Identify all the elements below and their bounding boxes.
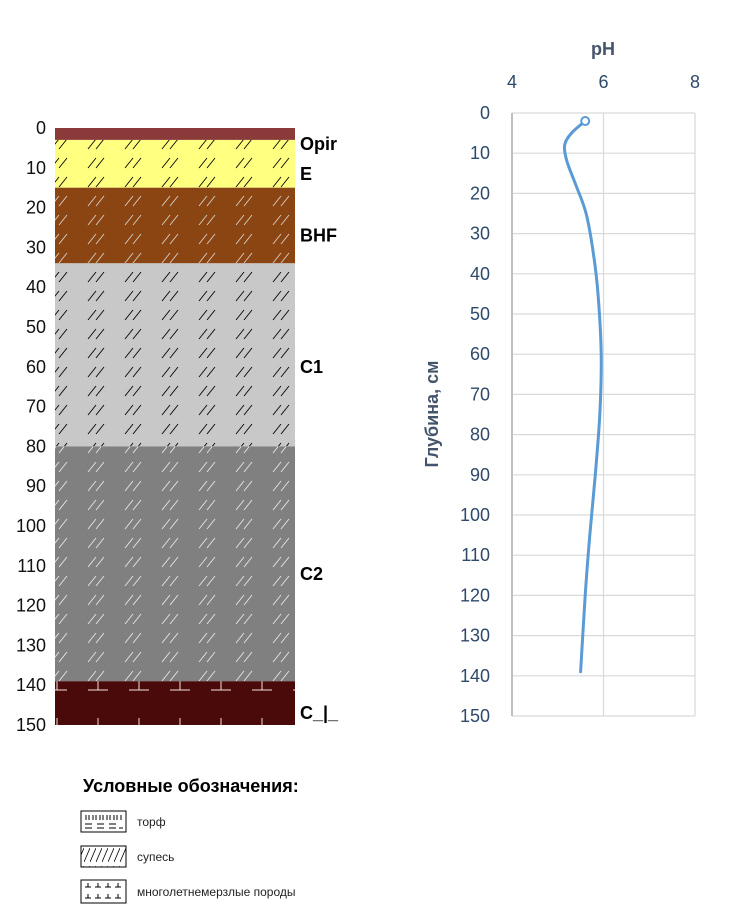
depth-tick-label: 90 [26,476,46,496]
y-tick-label: 50 [470,304,490,324]
peat-icon [80,810,127,833]
depth-tick-label: 100 [16,516,46,536]
horizon-label: C1 [300,357,323,377]
layer-pattern [55,681,295,725]
legend: Условные обозначения: торф [80,776,299,904]
legend-label-peat: торф [137,815,166,829]
legend-item-sandy-loam: супесь [80,845,174,868]
layer-pattern [55,446,295,682]
x-tick-label: 8 [690,72,700,92]
y-tick-label: 30 [470,224,490,244]
ph-series-line [562,119,603,674]
depth-tick-label: 130 [16,635,46,655]
ph-data-point-marker [580,116,591,127]
y-tick-label: 70 [470,384,490,404]
chart-grid [511,112,696,717]
y-tick-label: 90 [470,465,490,485]
legend-item-permafrost: многолетнемерзлые породы [80,879,296,904]
depth-tick-label: 150 [16,715,46,735]
layer-opir-fill [55,128,295,140]
legend-item-peat: торф [80,810,166,833]
depth-tick-label: 80 [26,436,46,456]
y-tick-label: 130 [460,626,490,646]
y-tick-label: 150 [460,706,490,726]
legend-label-sandy-loam: супесь [137,850,174,864]
horizon-label: E [300,164,312,184]
depth-tick-label: 10 [26,158,46,178]
depth-tick-label: 60 [26,357,46,377]
y-tick-label: 40 [470,264,490,284]
y-axis-title: Глубина, см [422,361,442,468]
x-tick-label: 4 [507,72,517,92]
x-tick-label: 6 [598,72,608,92]
chart-series [562,116,603,674]
depth-tick-label: 120 [16,596,46,616]
y-tick-label: 120 [460,585,490,605]
depth-tick-label: 70 [26,397,46,417]
y-tick-label: 20 [470,183,490,203]
x-axis-title: pH [591,39,615,59]
depth-tick-label: 0 [36,118,46,138]
horizon-label: BHF [300,225,337,245]
permafrost-icon [80,879,127,904]
layer-pattern [55,187,295,264]
ph-depth-chart: 4 6 80102030405060708090100110120130140150… [422,39,700,726]
profile-horizon-labels: Opir E BHF C1 C2 C_|_ [300,134,339,723]
depth-tick-label: 30 [26,237,46,257]
sandy-loam-icon [80,845,127,868]
depth-tick-label: 20 [26,198,46,218]
horizon-label: Opir [300,134,337,154]
y-tick-label: 140 [460,666,490,686]
horizon-label: C2 [300,564,323,584]
y-tick-label: 0 [480,103,490,123]
depth-tick-label: 140 [16,675,46,695]
legend-label-permafrost: многолетнемерзлые породы [137,885,296,899]
y-tick-label: 80 [470,425,490,445]
horizon-label: C_|_ [300,703,339,723]
y-tick-label: 110 [461,545,490,565]
depth-tick-label: 40 [26,277,46,297]
layer-pattern [55,263,295,447]
y-tick-label: 100 [460,505,490,525]
y-tick-label: 10 [470,143,490,163]
soil-profile-column [55,128,295,725]
profile-depth-axis: 0 10 20 30 40 50 60 70 80 90 100 110 120 130 140 150 [16,118,46,735]
layer-pattern [55,139,295,188]
legend-title: Условные обозначения: [83,776,299,796]
y-tick-label: 60 [470,344,490,364]
depth-tick-label: 50 [26,317,46,337]
depth-tick-label: 110 [17,556,46,576]
